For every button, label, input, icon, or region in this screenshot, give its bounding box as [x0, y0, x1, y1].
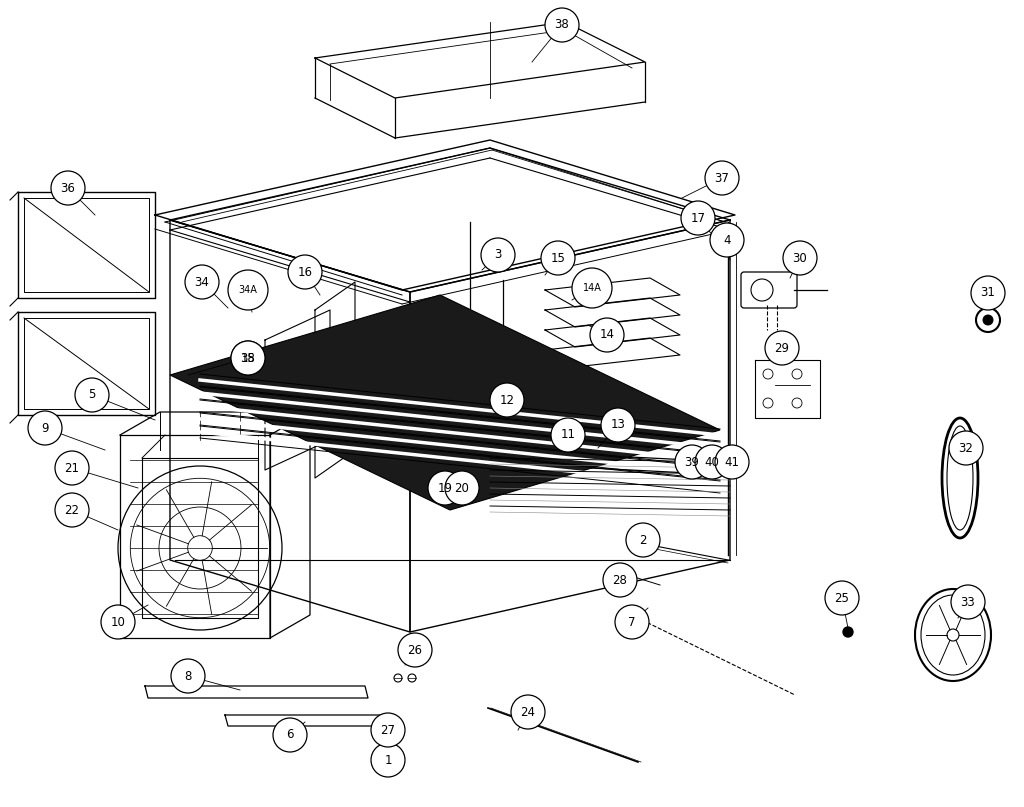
- Circle shape: [231, 341, 265, 375]
- Circle shape: [603, 563, 637, 597]
- Text: 41: 41: [725, 455, 739, 469]
- Text: 25: 25: [835, 592, 850, 604]
- Text: 6: 6: [287, 729, 294, 742]
- Text: 19: 19: [437, 482, 453, 495]
- Text: 3: 3: [495, 249, 502, 261]
- Circle shape: [371, 743, 406, 777]
- Circle shape: [843, 627, 853, 637]
- Text: 26: 26: [408, 643, 423, 657]
- Circle shape: [185, 265, 219, 299]
- Text: 27: 27: [381, 724, 395, 737]
- Text: 34A: 34A: [239, 285, 257, 295]
- Circle shape: [511, 695, 545, 729]
- Circle shape: [551, 418, 585, 452]
- Text: 18: 18: [241, 352, 255, 365]
- Circle shape: [371, 713, 406, 747]
- Text: 29: 29: [774, 341, 790, 354]
- Text: 5: 5: [88, 388, 95, 402]
- Text: 13: 13: [610, 419, 626, 432]
- Text: 38: 38: [555, 19, 569, 31]
- Text: 24: 24: [520, 705, 536, 718]
- Text: 39: 39: [685, 455, 699, 469]
- Circle shape: [171, 659, 205, 693]
- Circle shape: [545, 8, 579, 42]
- Circle shape: [983, 315, 993, 325]
- Circle shape: [572, 268, 612, 308]
- Circle shape: [675, 445, 709, 479]
- Circle shape: [681, 201, 715, 235]
- Circle shape: [101, 605, 135, 639]
- Circle shape: [228, 270, 268, 310]
- Text: 37: 37: [715, 172, 729, 185]
- Circle shape: [55, 493, 89, 527]
- Text: 36: 36: [60, 182, 76, 194]
- Circle shape: [971, 276, 1005, 310]
- Text: 7: 7: [629, 616, 636, 629]
- Circle shape: [825, 581, 859, 615]
- Circle shape: [590, 318, 624, 352]
- Circle shape: [615, 605, 649, 639]
- Circle shape: [949, 431, 983, 465]
- Text: 10: 10: [111, 616, 125, 629]
- Text: 2: 2: [639, 533, 647, 546]
- Circle shape: [55, 451, 89, 485]
- Circle shape: [695, 445, 729, 479]
- Text: 4: 4: [723, 233, 731, 246]
- Text: 31: 31: [981, 286, 995, 299]
- Circle shape: [765, 331, 799, 365]
- Text: 22: 22: [65, 504, 80, 516]
- Text: 16: 16: [298, 266, 312, 278]
- Circle shape: [715, 445, 749, 479]
- Text: 8: 8: [184, 670, 191, 683]
- Circle shape: [783, 241, 817, 275]
- Circle shape: [541, 241, 575, 275]
- Circle shape: [28, 411, 62, 445]
- Circle shape: [231, 341, 265, 375]
- Text: 14: 14: [599, 328, 614, 341]
- Text: 14A: 14A: [583, 283, 601, 293]
- Text: 17: 17: [690, 211, 706, 224]
- Circle shape: [273, 718, 307, 752]
- Text: 9: 9: [41, 421, 49, 434]
- Text: 1: 1: [384, 754, 392, 767]
- Circle shape: [490, 383, 524, 417]
- Text: 40: 40: [705, 455, 720, 469]
- Circle shape: [481, 238, 515, 272]
- Circle shape: [75, 378, 109, 412]
- Circle shape: [710, 223, 744, 257]
- Circle shape: [445, 471, 479, 505]
- Circle shape: [951, 585, 985, 619]
- Text: 11: 11: [560, 429, 575, 441]
- Text: 20: 20: [455, 482, 469, 495]
- Circle shape: [51, 171, 85, 205]
- Circle shape: [398, 633, 432, 667]
- Text: 33: 33: [961, 596, 976, 608]
- Text: 30: 30: [793, 252, 807, 265]
- Text: 15: 15: [551, 252, 565, 265]
- Text: 28: 28: [612, 574, 628, 587]
- Circle shape: [601, 408, 635, 442]
- Text: 35: 35: [241, 352, 255, 365]
- Text: 12: 12: [500, 394, 514, 407]
- Polygon shape: [170, 295, 720, 510]
- Text: 21: 21: [65, 462, 80, 475]
- Circle shape: [626, 523, 660, 557]
- Circle shape: [705, 161, 739, 195]
- Circle shape: [428, 471, 462, 505]
- Circle shape: [288, 255, 322, 289]
- Text: 34: 34: [195, 275, 210, 288]
- Text: 32: 32: [958, 441, 974, 454]
